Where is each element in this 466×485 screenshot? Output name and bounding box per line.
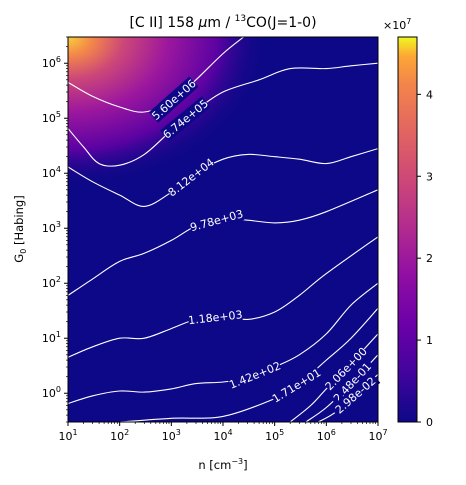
x-tick-label: 106	[317, 428, 336, 443]
contour-label-mask	[187, 307, 243, 328]
y-tick-label: 100	[42, 385, 61, 400]
colorbar-gradient	[397, 36, 418, 423]
contour-label-mask	[160, 96, 211, 142]
colorbar-multiplier: ×107	[383, 17, 411, 32]
x-tick-label: 103	[162, 428, 181, 443]
colorbar-tick-label: 2	[426, 252, 433, 265]
y-tick-label: 106	[42, 55, 61, 70]
y-tick-label: 101	[42, 330, 61, 345]
heatmap-plot-area: 5.60e+066.74e+058.12e+049.78e+031.18e+03…	[67, 36, 381, 423]
y-tick-label: 102	[42, 275, 61, 290]
colorbar-tick-label: 3	[426, 170, 433, 183]
x-axis-title: n [cm−3]	[198, 457, 247, 472]
contour-label: 1.18e+03	[188, 308, 244, 327]
x-tick-label: 104	[213, 428, 232, 443]
y-tick-label: 103	[42, 220, 61, 235]
y-tick-label: 105	[42, 110, 61, 125]
contour-label-mask	[330, 372, 381, 419]
x-tick-label: 101	[58, 428, 77, 443]
x-axis: 101 102 103 104 105 106 107	[58, 422, 388, 443]
heatmap-hot-region	[68, 37, 378, 422]
colorbar-ticks: 0 1 2 3 4	[417, 88, 433, 429]
colorbar-tick-label: 0	[426, 416, 433, 429]
colorbar-tick-label: 1	[426, 334, 433, 347]
x-tick-label: 107	[368, 428, 387, 443]
y-tick-label: 104	[42, 165, 61, 180]
contour-label-mask	[227, 358, 283, 392]
contour-label-mask	[188, 206, 245, 235]
chart-title: [C II] 158 μm / 13CO(J=1-0)	[129, 14, 316, 31]
y-axis: 100 101 102 103 104 105 106	[42, 36, 68, 423]
y-axis-title: G0 [Habing]	[12, 195, 28, 262]
x-tick-label: 105	[265, 428, 284, 443]
colorbar-tick-label: 4	[426, 88, 433, 101]
contour-label-mask	[148, 76, 199, 123]
contour-label-mask	[165, 155, 217, 200]
contour-label-mask	[328, 357, 376, 407]
colorbar: 0 1 2 3 4 ×107	[383, 17, 433, 429]
x-tick-label: 102	[110, 428, 129, 443]
contour-line	[68, 282, 378, 405]
contour-label-mask	[322, 344, 370, 393]
contour-label-mask	[269, 365, 324, 406]
contour-line	[68, 148, 378, 207]
